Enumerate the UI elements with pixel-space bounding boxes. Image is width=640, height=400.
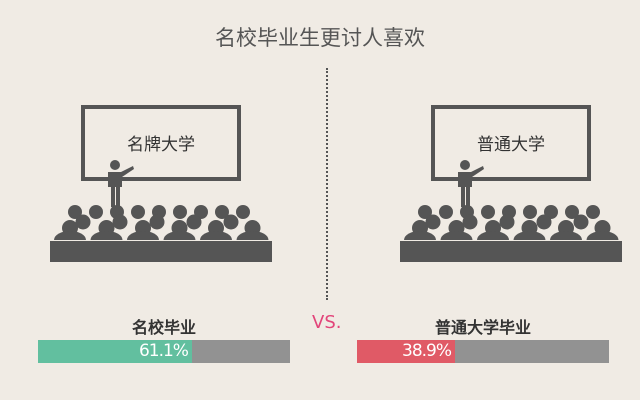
screen: [81, 105, 241, 181]
audience-head: [173, 205, 187, 219]
audience-body: [200, 231, 232, 240]
presenter-body: [108, 166, 134, 207]
screen-text: 名牌大学: [127, 135, 195, 155]
audience-body: [127, 231, 159, 240]
category-label: 普通大学毕业: [434, 318, 531, 337]
bar-track: 61.1%: [38, 340, 290, 363]
data-label: 61.1%: [138, 341, 189, 361]
audience-head: [112, 214, 128, 230]
screen-text: 普通大学: [477, 135, 545, 155]
audience-body: [550, 231, 582, 240]
audience-head: [131, 205, 145, 219]
audience-head: [523, 205, 537, 219]
bar-fill: 61.1%: [38, 340, 192, 363]
audience-head: [481, 205, 495, 219]
desk: [400, 241, 622, 262]
audience-body: [54, 231, 86, 240]
audience-body: [404, 231, 436, 240]
audience-head: [68, 205, 82, 219]
desk: [50, 241, 272, 262]
audience-head: [215, 205, 229, 219]
presenter-head: [460, 160, 470, 170]
audience-head: [425, 214, 441, 230]
audience-head: [565, 205, 579, 219]
audience-body: [90, 231, 123, 240]
category-label: 名校毕业: [131, 318, 196, 337]
audience-body: [163, 231, 196, 240]
vs-label: VS.: [312, 312, 342, 333]
audience-head: [462, 214, 478, 230]
screen: [431, 105, 591, 181]
audience-body: [440, 231, 473, 240]
presenter-head: [110, 160, 120, 170]
divider: [326, 68, 328, 300]
bar-fill: 38.9%: [357, 340, 456, 363]
audience-head: [236, 205, 250, 219]
lecture-hall-icon: 名牌大学: [50, 105, 272, 262]
audience-body: [236, 231, 269, 240]
audience-body: [513, 231, 546, 240]
audience-head: [186, 214, 202, 230]
audience-head: [223, 214, 239, 230]
audience-head: [439, 205, 453, 219]
audience-head: [75, 214, 91, 230]
bar-track: 38.9%: [357, 340, 609, 363]
chart-title: 名校毕业生更讨人喜欢: [215, 26, 425, 50]
audience-head: [149, 214, 165, 230]
audience-body: [586, 231, 619, 240]
audience-head: [536, 214, 552, 230]
audience-head: [499, 214, 515, 230]
data-label: 38.9%: [402, 341, 452, 361]
lecture-hall-icon: 普通大学: [400, 105, 622, 262]
audience-body: [477, 231, 509, 240]
audience-head: [586, 205, 600, 219]
audience-head: [573, 214, 589, 230]
audience-head: [418, 205, 432, 219]
presenter-body: [458, 166, 484, 207]
audience-head: [89, 205, 103, 219]
